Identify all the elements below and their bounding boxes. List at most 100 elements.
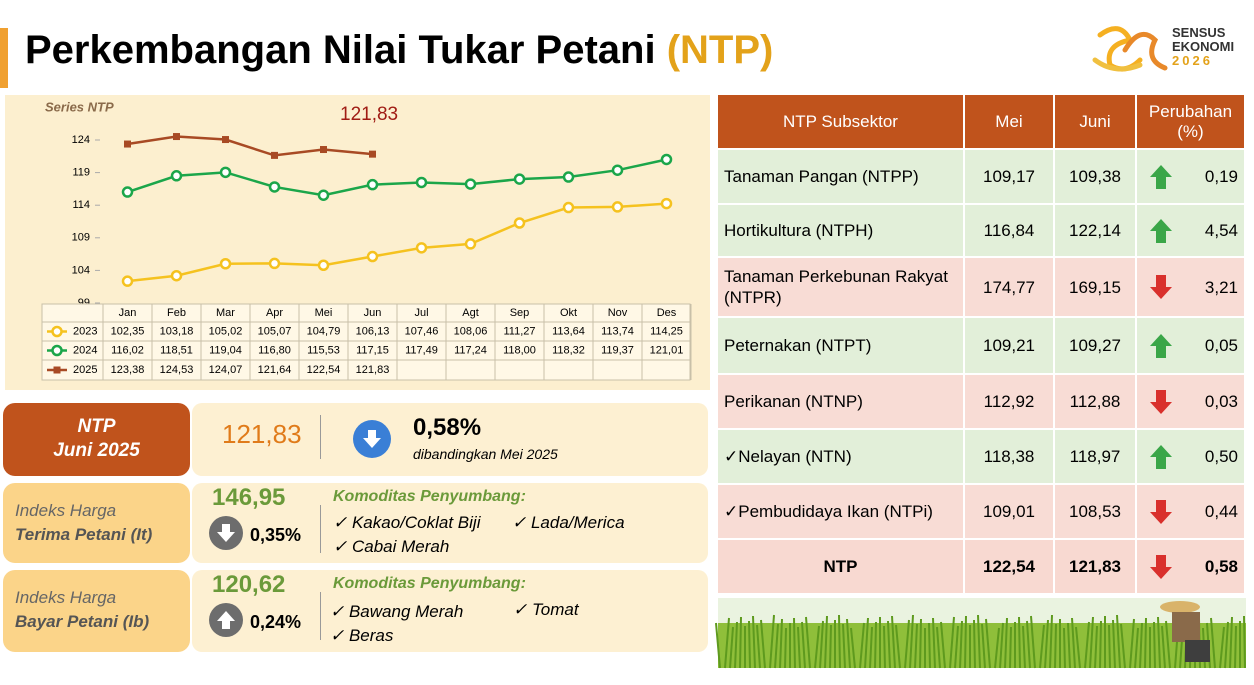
marker	[222, 136, 229, 144]
marker	[271, 151, 278, 159]
x-tick-label: Des	[657, 307, 677, 319]
title-block: Perkembangan Nilai Tukar Petani (NTP)	[25, 28, 773, 73]
value-label: 124,53	[160, 364, 194, 376]
trend-arrow	[1150, 333, 1172, 358]
table-cell: Tanaman Perkebunan Rakyat (NTPR)	[718, 258, 963, 316]
blade	[954, 625, 959, 669]
index-label: Indeks Harga	[15, 501, 117, 520]
annotation: 121,83	[340, 104, 398, 125]
blade	[1054, 623, 1057, 669]
blade	[928, 622, 931, 669]
icon-arrow	[217, 524, 235, 542]
blade	[999, 622, 1004, 669]
logo-mark	[1092, 26, 1168, 72]
blade	[829, 624, 832, 669]
arrow-shape	[1150, 218, 1172, 243]
blade	[1219, 626, 1225, 669]
table-cell: Perikanan (NTNP)	[718, 375, 963, 428]
blade	[1229, 616, 1233, 669]
blade	[919, 618, 922, 669]
marker	[660, 153, 673, 166]
blade	[1161, 625, 1166, 669]
commodity: ✓ Bawang Merah	[330, 602, 464, 621]
index-label-strong: Terima Petani (It)	[15, 525, 153, 544]
blade	[1099, 620, 1102, 669]
index-icon	[208, 515, 244, 556]
cell-text: Perikanan (NTNP)	[724, 392, 863, 411]
divider	[320, 592, 321, 640]
y-tick-label: 119	[72, 167, 90, 179]
x-tick-label: Jun	[364, 307, 382, 319]
value-label: 124,07	[209, 364, 243, 376]
cell-text: 169,15	[1069, 277, 1121, 297]
commodity: ✓ Lada/Merica	[512, 513, 625, 532]
value-label: 104,79	[307, 325, 341, 337]
index-change: 0,24%	[250, 612, 302, 632]
legend-label: 2025	[73, 364, 97, 376]
blade	[1144, 617, 1147, 669]
table-cell: 122,54	[965, 540, 1053, 593]
index-heading: Komoditas Penyumbang:	[333, 488, 526, 505]
blade	[864, 617, 869, 669]
table-cell: 174,77	[965, 258, 1053, 316]
marker	[513, 173, 526, 185]
table-cell: 118,97	[1055, 430, 1135, 483]
logo-text: SENSUS EKONOMI 2026	[1172, 26, 1234, 68]
blade	[1129, 618, 1135, 669]
cell-text: Tanaman Pangan (NTPP)	[724, 167, 919, 186]
marker	[51, 325, 63, 338]
table-cell: Tanaman Pangan (NTPP)	[718, 150, 963, 203]
marker	[121, 275, 134, 287]
blade	[973, 619, 976, 669]
divider	[320, 505, 321, 553]
table-header: Mei	[965, 95, 1053, 148]
x-tick-label: Feb	[167, 307, 186, 319]
blade	[1030, 615, 1036, 669]
x-tick-label: Sep	[510, 307, 530, 319]
blade	[1139, 622, 1143, 669]
x-tick-label: Okt	[560, 307, 577, 319]
blade	[874, 621, 877, 669]
index-value: 120,62	[212, 571, 286, 598]
blade	[1157, 616, 1161, 669]
index-label-strong: Bayar Petani (Ib)	[15, 612, 150, 631]
value-label: 117,24	[454, 344, 487, 356]
blade	[914, 623, 918, 669]
cell-text: 109,17	[983, 167, 1035, 186]
marker	[170, 170, 183, 182]
table-header: NTP Subsektor	[718, 95, 963, 148]
value-label: 114,25	[650, 325, 683, 337]
arrow-shape	[1150, 389, 1172, 414]
value-label: 118,51	[160, 344, 193, 356]
trend-arrow	[1150, 218, 1172, 243]
commodity: ✓ Kakao/Coklat Biji	[333, 513, 481, 532]
icon-arrow	[217, 611, 235, 629]
trend-arrow	[1150, 444, 1172, 469]
x-tick-label: Jan	[119, 307, 137, 319]
arrow-shape	[1150, 164, 1172, 189]
cell-text: 174,77	[983, 277, 1035, 297]
cell-text: 118,97	[1069, 447, 1121, 466]
blade	[1075, 626, 1081, 669]
blade	[850, 627, 856, 669]
series-line	[127, 158, 667, 197]
blade	[797, 626, 801, 669]
commodity: ✓ Tomat	[513, 600, 579, 619]
cell-text: 122,54	[983, 557, 1035, 576]
logo-line: 2026	[1172, 53, 1213, 68]
grass	[715, 614, 1246, 669]
cell-text: 108,53	[1069, 502, 1121, 521]
value-label: 121,64	[258, 364, 292, 376]
table-cell: 0,19	[1137, 150, 1244, 203]
blade	[739, 616, 742, 669]
x-tick-label: Mei	[315, 307, 333, 319]
trend-arrow	[1150, 499, 1172, 524]
blade	[869, 626, 873, 669]
logo-line: SENSUS	[1172, 25, 1226, 40]
marker	[464, 238, 477, 250]
value-label: 116,02	[111, 344, 144, 356]
marker	[53, 366, 61, 374]
cell-text: 121,83	[1069, 557, 1121, 576]
marker	[268, 257, 281, 270]
y-tick-label: 114	[72, 199, 90, 211]
